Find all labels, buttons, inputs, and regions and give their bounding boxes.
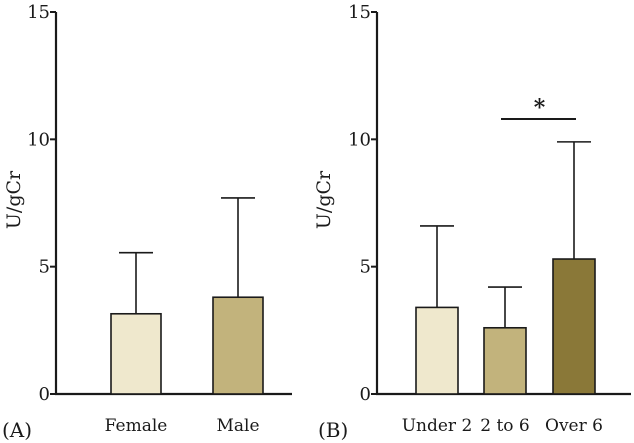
panel-a-bar xyxy=(110,312,162,395)
panel-a-y-tick-label: 10 xyxy=(27,129,50,150)
panel-a: (A) U/gCr 0 5 10 15 Female Male xyxy=(2,2,292,442)
panel-b-category-label: 2 to 6 xyxy=(480,416,530,436)
panel-b-y-axis-label: U/gCr xyxy=(313,170,335,229)
panel-a-y-tick-label: 0 xyxy=(39,384,50,405)
panel-b: (B) U/gCr 0 5 10 15 Under 2 2 to 6 Over 6 * xyxy=(313,2,631,442)
panel-a-y-tick-label: 15 xyxy=(27,2,50,23)
panel-b-category-label: Over 6 xyxy=(545,416,603,436)
panel-b-bar xyxy=(552,258,596,395)
panel-b-y-tick-label: 15 xyxy=(348,2,371,23)
panel-a-bar xyxy=(212,296,264,395)
panel-b-y-tick-label: 0 xyxy=(360,384,371,405)
panel-a-label: (A) xyxy=(2,418,32,442)
panel-a-y-tick-label: 5 xyxy=(39,257,50,278)
panel-b-label: (B) xyxy=(318,418,348,442)
panel-b-bar xyxy=(483,326,527,395)
panel-b-y-tick-label: 5 xyxy=(360,257,371,278)
panel-b-category-label: Under 2 xyxy=(402,416,473,436)
panel-b-bar xyxy=(415,306,459,395)
panel-b-y-tick-label: 10 xyxy=(348,129,371,150)
panel-a-category-label: Male xyxy=(216,416,259,436)
panel-a-y-axis-label: U/gCr xyxy=(3,170,25,229)
panel-a-category-label: Female xyxy=(105,416,168,436)
panel-b-significance-marker: * xyxy=(534,95,546,121)
